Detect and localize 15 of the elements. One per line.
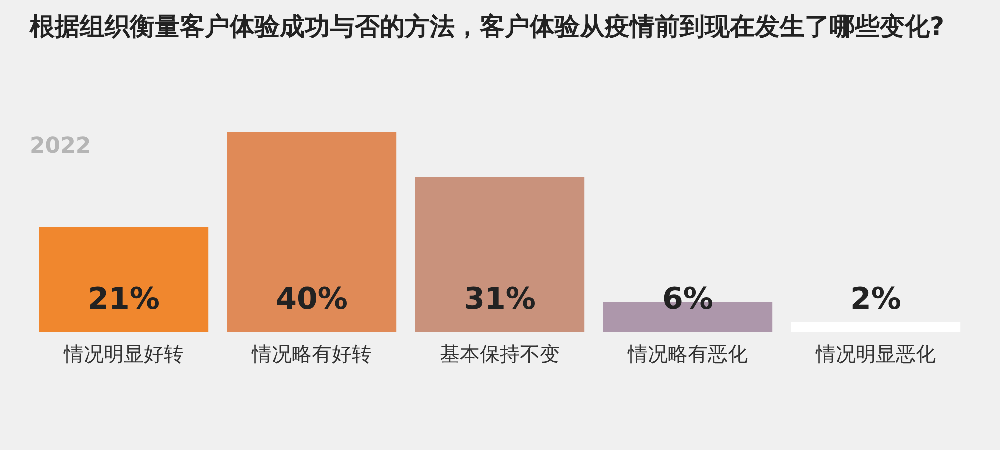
data-label: 2% — [850, 282, 902, 317]
data-label: 40% — [276, 282, 348, 317]
data-label: 21% — [88, 282, 160, 317]
data-label: 31% — [464, 282, 536, 317]
x-tick-label: 情况明显好转 — [63, 342, 184, 366]
x-tick-label: 基本保持不变 — [440, 342, 560, 366]
chart-title: 根据组织衡量客户体验成功与否的方法，客户体验从疫情前到现在发生了哪些变化? — [30, 11, 946, 43]
bar — [415, 177, 585, 332]
bar — [39, 227, 209, 332]
x-tick-label: 情况略有好转 — [251, 342, 372, 366]
x-tick-label: 情况略有恶化 — [627, 342, 748, 366]
bar — [227, 132, 397, 332]
x-tick-label: 情况明显恶化 — [815, 342, 936, 366]
chart-subtitle: 2022 — [30, 134, 92, 159]
data-label: 6% — [662, 282, 714, 317]
